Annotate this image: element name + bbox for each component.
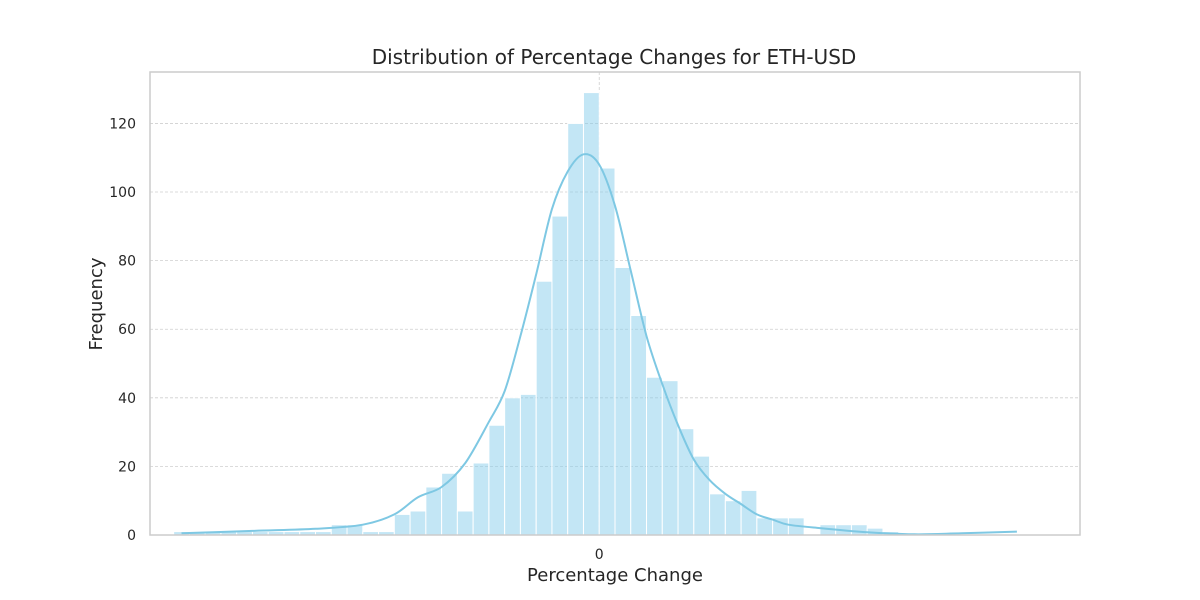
histogram-bar: [441, 472, 458, 536]
x-axis-label: Percentage Change: [527, 565, 703, 586]
y-tick-label: 60: [118, 322, 136, 338]
histogram-bar: [425, 486, 443, 536]
histogram-bar: [582, 92, 600, 536]
x-axis-ticks: 0: [595, 547, 604, 563]
x-tick-label: 0: [595, 547, 604, 563]
histogram-bar: [630, 315, 648, 536]
y-tick-label: 20: [118, 459, 136, 475]
histogram-bar: [535, 280, 553, 536]
histogram-bar: [756, 517, 774, 536]
kde-curve: [181, 153, 1017, 536]
histogram-bar: [472, 462, 490, 536]
histogram-bar: [393, 513, 411, 536]
histogram-bar: [488, 424, 506, 536]
histogram-bar: [409, 510, 427, 536]
histogram-bar: [504, 397, 521, 536]
chart-title: Distribution of Percentage Changes for E…: [372, 45, 857, 69]
y-tick-label: 100: [109, 185, 136, 201]
y-axis-ticks: 0 20 40 60 80 100 120: [109, 116, 136, 544]
y-tick-label: 40: [118, 391, 136, 407]
plot-frame: [149, 71, 1081, 536]
histogram-bar: [693, 455, 711, 536]
y-tick-label: 120: [109, 116, 136, 132]
histogram-bar: [646, 376, 663, 536]
y-tick-label: 0: [127, 528, 136, 544]
histogram-bar: [850, 524, 868, 536]
histogram-bar: [567, 122, 584, 536]
histogram-bar: [709, 493, 726, 536]
histogram-bars: [173, 92, 900, 536]
histogram-bar: [456, 510, 474, 536]
y-tick-label: 80: [118, 254, 136, 270]
y-axis-label: Frequency: [86, 257, 107, 350]
histogram-bar: [724, 500, 742, 536]
histogram-bar: [551, 215, 569, 536]
histogram-bar: [598, 167, 616, 536]
histogram-bar: [614, 266, 632, 536]
histogram-bar: [519, 393, 537, 536]
